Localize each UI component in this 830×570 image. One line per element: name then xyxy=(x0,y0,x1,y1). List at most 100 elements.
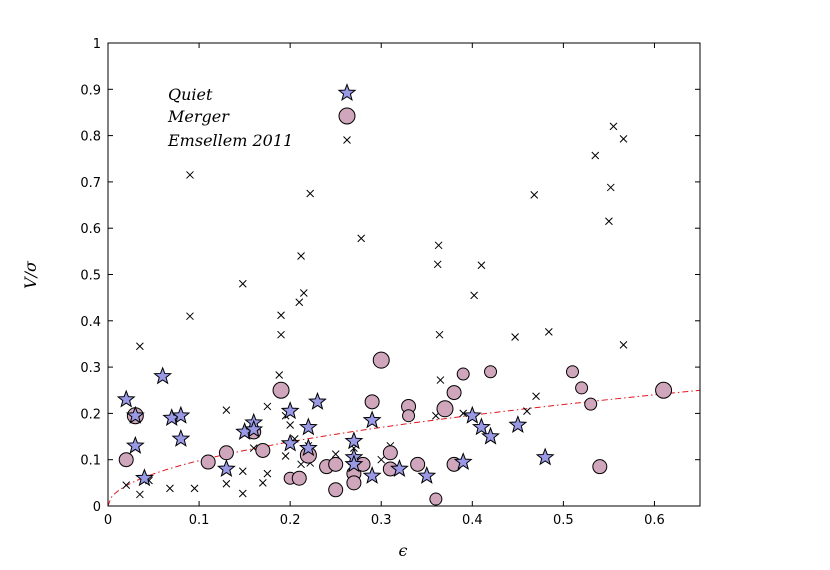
merger-point xyxy=(364,394,380,410)
merger-point xyxy=(328,482,344,498)
emsellem-point xyxy=(258,478,267,487)
emsellem-point xyxy=(530,191,539,199)
emsellem-point xyxy=(222,406,231,415)
legend-label-emsellem: Emsellem 2011 xyxy=(167,131,293,150)
emsellem-point xyxy=(122,481,131,490)
emsellem-point xyxy=(591,151,600,160)
emsellem-point xyxy=(277,330,285,339)
emsellem-point xyxy=(238,467,247,476)
y-tick-label: 0.3 xyxy=(80,361,101,376)
merger-point xyxy=(456,367,470,381)
emsellem-point xyxy=(295,298,304,307)
x-axis-label: ϵ xyxy=(399,541,408,560)
quiet-point xyxy=(481,426,500,445)
emsellem-point xyxy=(186,171,194,179)
y-tick-label: 0.4 xyxy=(80,315,101,330)
merger-point xyxy=(272,381,290,399)
emsellem-point xyxy=(459,409,468,418)
merger-point xyxy=(328,456,344,472)
merger-point xyxy=(429,492,443,506)
y-tick-label: 0.1 xyxy=(80,454,101,469)
emsellem-2011-series xyxy=(122,122,628,499)
quiet-point xyxy=(153,366,173,385)
merger-point xyxy=(346,475,362,491)
legend-label-quiet: Quiet xyxy=(168,85,213,104)
quiet-point xyxy=(471,417,491,436)
emsellem-point xyxy=(331,450,340,458)
legend-marker-merger xyxy=(338,107,356,125)
merger-point xyxy=(410,456,426,472)
axes xyxy=(107,42,701,507)
quiet-point xyxy=(535,447,555,466)
y-tick-label: 0.9 xyxy=(80,83,101,98)
emsellem-point xyxy=(433,260,442,269)
merger-point xyxy=(446,385,462,401)
emsellem-point xyxy=(434,241,443,250)
quiet-point xyxy=(417,465,437,484)
quiet-point xyxy=(453,452,473,471)
x-tick-label: 0.4 xyxy=(462,513,483,528)
emsellem-point xyxy=(136,342,144,351)
merger-point xyxy=(372,351,390,369)
x-tick-label: 0 xyxy=(104,513,112,528)
quiet-point xyxy=(362,465,382,484)
emsellem-point xyxy=(544,328,553,336)
emsellem-point xyxy=(606,183,615,192)
emsellem-point xyxy=(299,289,308,297)
tick-labels: 0 0.1 0.2 0.3 0.4 0.5 0.6 0 0.1 0.2 0.3 0.4 0.5 0.6 0.… xyxy=(80,37,664,528)
quiet-point xyxy=(171,428,191,447)
merger-point xyxy=(255,442,271,458)
x-tick-label: 0.3 xyxy=(371,513,392,528)
emsellem-point xyxy=(186,312,194,321)
quiet-point xyxy=(280,401,300,420)
emsellem-point xyxy=(297,252,305,260)
emsellem-point xyxy=(605,217,613,226)
quiet-point xyxy=(171,405,191,424)
emsellem-point xyxy=(470,291,478,300)
quiet-point xyxy=(308,391,327,410)
y-tick-label: 0 xyxy=(93,500,101,515)
quiet-point xyxy=(344,454,364,473)
quiet-point xyxy=(125,405,145,424)
merger-point xyxy=(565,365,579,379)
y-tick-label: 0.6 xyxy=(80,222,101,237)
legend-marker-emsellem xyxy=(343,136,351,144)
emsellem-point xyxy=(377,455,386,464)
x-tick-label: 0.5 xyxy=(553,513,574,528)
merger-point xyxy=(382,445,398,461)
emsellem-point xyxy=(222,479,231,488)
merger-point xyxy=(655,381,673,399)
y-tick-label: 1 xyxy=(93,37,101,52)
quiet-point xyxy=(280,433,300,452)
y-axis-label: V/σ xyxy=(21,260,40,289)
emsellem-point xyxy=(275,371,284,379)
merger-point xyxy=(118,452,134,468)
emsellem-point xyxy=(619,134,628,143)
quiet-point xyxy=(116,389,136,408)
merger-point xyxy=(200,454,216,470)
merger-point xyxy=(575,381,589,395)
quiet-point xyxy=(344,431,364,450)
emsellem-point xyxy=(286,421,295,429)
quiet-point xyxy=(508,415,528,433)
emsellem-point xyxy=(511,333,519,341)
emsellem-point xyxy=(609,122,618,131)
legend-marker-quiet xyxy=(337,83,357,102)
x-tick-label: 0.6 xyxy=(644,513,665,528)
emsellem-point xyxy=(532,392,540,401)
emsellem-point xyxy=(297,460,305,469)
merger-point xyxy=(436,400,454,418)
y-tick-label: 0.8 xyxy=(80,130,101,145)
emsellem-point xyxy=(136,490,144,499)
quiet-point xyxy=(298,438,318,457)
merger-point xyxy=(584,397,598,411)
emsellem-point xyxy=(238,489,247,498)
quiet-point xyxy=(390,459,409,477)
merger-point xyxy=(484,365,498,379)
y-tick-label: 0.7 xyxy=(80,176,101,191)
y-tick-label: 0.2 xyxy=(80,407,101,422)
emsellem-point xyxy=(277,311,285,320)
emsellem-point xyxy=(619,341,628,349)
quiet-point xyxy=(135,468,154,487)
